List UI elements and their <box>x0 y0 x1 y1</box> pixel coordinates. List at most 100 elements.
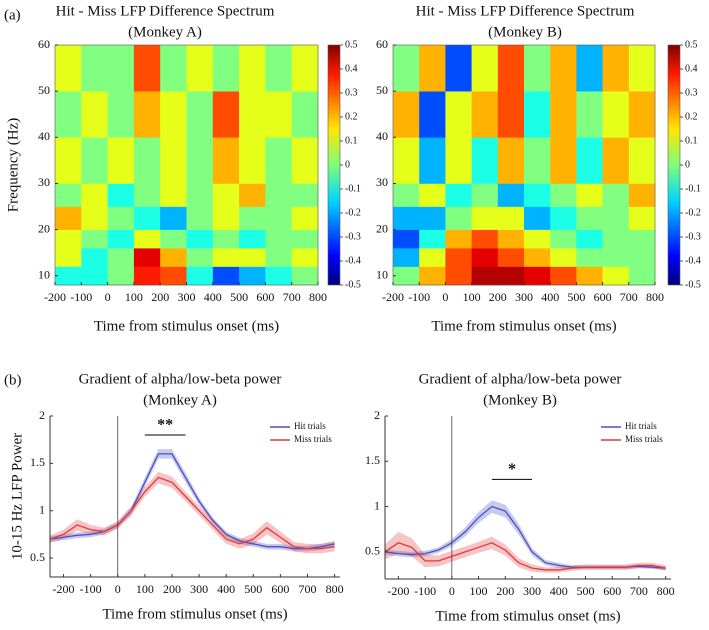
heat-cell <box>55 266 82 286</box>
x-tick-label: 100 <box>125 290 143 304</box>
heat-cell <box>628 206 656 230</box>
x-tick-label: 800 <box>646 290 664 304</box>
heat-cell <box>419 248 446 267</box>
heat-cell <box>393 183 420 207</box>
heat-cell <box>81 206 108 230</box>
heat-cell <box>550 206 577 230</box>
heat-cell <box>602 183 630 207</box>
heat-cell <box>160 266 187 286</box>
heat-cell <box>107 248 135 267</box>
colorbar-tick-label: -0.3 <box>685 231 701 242</box>
heat-cell <box>445 183 472 207</box>
heat-cell <box>160 137 187 184</box>
heat-cell <box>393 45 420 92</box>
y-tick-label: 10 <box>38 268 50 282</box>
x-tick-label: -200 <box>44 290 66 304</box>
panel-label: (b) <box>4 372 22 388</box>
heat-cell <box>212 248 240 267</box>
heat-cell <box>133 229 161 249</box>
significance-label: * <box>508 461 516 478</box>
heat-cell <box>602 206 630 230</box>
x-tick-label: 0 <box>115 582 121 596</box>
heat-cell <box>133 137 161 184</box>
x-tick-label: 200 <box>151 290 169 304</box>
chart-subtitle: (Monkey B) <box>488 24 562 40</box>
x-tick-label: 500 <box>576 584 594 598</box>
heat-cell <box>497 248 525 267</box>
y-tick-label: 50 <box>376 83 388 97</box>
heat-cell <box>291 248 319 267</box>
heat-cell <box>576 206 603 230</box>
x-tick-label: 200 <box>163 582 181 596</box>
heat-cell <box>55 137 82 184</box>
heat-cell <box>55 229 82 249</box>
x-tick-label: 800 <box>657 584 675 598</box>
colorbar-tick-label: 0.4 <box>345 63 358 74</box>
heat-cell <box>550 45 577 92</box>
heat-cell <box>471 266 499 286</box>
heat-cell <box>602 91 630 138</box>
x-tick-label: 600 <box>594 290 612 304</box>
heat-cell <box>419 206 446 230</box>
heat-cell <box>239 266 266 286</box>
heat-cell <box>550 248 577 267</box>
heat-cell <box>550 229 577 249</box>
heat-cell <box>239 45 266 92</box>
x-axis-label: Time from stimulus onset (ms) <box>435 608 620 624</box>
x-tick-label: 600 <box>271 582 289 596</box>
heat-cell <box>524 248 551 267</box>
x-tick-label: -200 <box>382 290 404 304</box>
legend-label: Miss trials <box>294 434 332 444</box>
heat-cell <box>239 248 266 267</box>
heat-cell <box>628 45 656 92</box>
legend-label: Miss trials <box>625 434 663 444</box>
heat-cell <box>524 266 551 286</box>
x-tick-label: 200 <box>489 290 507 304</box>
heat-cell <box>291 183 319 207</box>
heat-cell <box>160 91 187 138</box>
y-axis-label: Frequency (Hz) <box>5 118 21 213</box>
x-tick-label: 0 <box>105 290 111 304</box>
heat-cell <box>602 229 630 249</box>
x-tick-label: 400 <box>217 582 235 596</box>
heat-cell <box>602 45 630 92</box>
x-axis-label: Time from stimulus onset (ms) <box>431 318 616 334</box>
y-tick-label: 20 <box>38 221 50 235</box>
x-tick-label: 300 <box>523 584 541 598</box>
colorbar-tick-label: -0.4 <box>345 255 361 266</box>
y-tick-label: 10 <box>376 268 388 282</box>
heat-cell <box>628 183 656 207</box>
x-tick-label: 300 <box>178 290 196 304</box>
heat-cell <box>445 229 472 249</box>
heat-cell <box>239 206 266 230</box>
heat-cell <box>160 229 187 249</box>
x-tick-label: -200 <box>387 584 409 598</box>
heat-cell <box>81 248 108 267</box>
heat-cell <box>133 248 161 267</box>
heat-cell <box>524 137 551 184</box>
heat-cell <box>550 137 577 184</box>
colorbar-tick-label: -0.2 <box>685 207 701 218</box>
heat-cell <box>628 137 656 184</box>
heat-cell <box>55 91 82 138</box>
heat-cell <box>55 183 82 207</box>
heat-cell <box>393 229 420 249</box>
heat-cell <box>524 91 551 138</box>
heat-cell <box>419 91 446 138</box>
heat-cell <box>419 266 446 286</box>
heat-cell <box>186 206 214 230</box>
heat-cell <box>471 206 499 230</box>
heat-cell <box>576 91 603 138</box>
heat-cell <box>55 45 82 92</box>
y-tick-label: 60 <box>38 37 50 51</box>
line <box>49 453 335 550</box>
heat-cell <box>524 206 551 230</box>
heat-cell <box>393 137 420 184</box>
heat-cell <box>445 248 472 267</box>
heat-cell <box>212 137 240 184</box>
y-tick-label: 0.5 <box>30 550 45 564</box>
heat-cell <box>419 137 446 184</box>
y-tick-label: 1 <box>39 502 45 516</box>
heat-cell <box>212 266 240 286</box>
